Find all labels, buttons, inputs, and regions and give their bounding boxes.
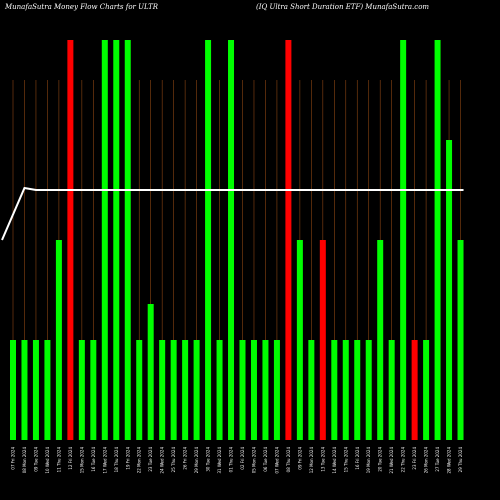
chart-subtitle: (IQ Ultra Short Duration ETF) MunafaSutr…	[256, 3, 429, 11]
x-tick-label: 08 Thu 2024	[286, 447, 291, 473]
bar	[342, 340, 349, 440]
x-tick-label: 14 Wed 2024	[332, 447, 337, 474]
bar	[136, 340, 143, 440]
bar	[250, 340, 257, 440]
bar	[273, 340, 280, 440]
x-tick-label: 15 Thu 2024	[343, 447, 348, 473]
bar	[319, 240, 326, 440]
x-tick-label: 23 Tue 2024	[148, 447, 153, 472]
x-tick-label: 12 Mon 2024	[309, 447, 314, 474]
x-tick-label: 23 Fri 2024	[412, 447, 417, 470]
x-tick-labels: 07 Fri 2024 08 Mon 2024 09 Tue 2024 10 Wed …	[11, 447, 464, 474]
x-tick-label: 29 Thu 2024	[458, 447, 463, 473]
bar-series	[10, 40, 464, 440]
x-tick-label: 25 Thu 2024	[171, 447, 176, 473]
x-tick-label: 12 Fri 2024	[68, 447, 73, 470]
x-tick-label: 27 Tue 2024	[435, 447, 440, 472]
x-tick-label: 10 Wed 2024	[45, 447, 50, 474]
x-tick-label: 07 Wed 2024	[274, 447, 279, 474]
bar	[90, 340, 97, 440]
bar	[216, 340, 223, 440]
bar	[10, 340, 16, 440]
x-tick-label: 22 Thu 2024	[401, 447, 406, 473]
bar	[388, 340, 395, 440]
x-tick-label: 02 Fri 2024	[240, 447, 245, 470]
bar	[44, 340, 51, 440]
bar	[101, 40, 108, 440]
x-tick-label: 05 Mon 2024	[251, 447, 256, 474]
bar	[411, 340, 418, 440]
x-tick-label: 18 Thu 2024	[114, 447, 119, 473]
bar	[159, 340, 166, 440]
bar	[124, 40, 131, 440]
x-tick-label: 09 Fri 2024	[297, 447, 302, 470]
bar	[78, 340, 85, 440]
x-tick-label: 29 Mon 2024	[194, 447, 199, 474]
x-tick-label: 21 Wed 2024	[389, 447, 394, 474]
bar	[285, 40, 292, 440]
x-tick-label: 15 Mon 2024	[79, 447, 84, 474]
bar	[296, 240, 303, 440]
bar	[365, 340, 372, 440]
bar	[67, 40, 74, 440]
x-tick-label: 19 Mon 2024	[366, 447, 371, 474]
x-tick-label: 13 Tue 2024	[320, 447, 325, 472]
x-tick-label: 22 Mon 2024	[137, 447, 142, 474]
x-tick-label: 19 Fri 2024	[125, 447, 130, 470]
bar	[147, 304, 154, 440]
bar	[32, 340, 39, 440]
bar	[400, 40, 407, 440]
bar	[113, 40, 120, 440]
bar	[193, 340, 200, 440]
bar	[423, 340, 430, 440]
bar	[21, 340, 28, 440]
x-tick-label: 07 Fri 2024	[11, 447, 16, 470]
bar	[446, 140, 453, 440]
x-tick-label: 11 Thu 2024	[56, 447, 61, 473]
x-tick-label: 30 Tue 2024	[206, 447, 211, 472]
x-tick-label: 09 Tue 2024	[33, 447, 38, 472]
bar	[239, 340, 246, 440]
bar	[170, 340, 177, 440]
bar	[434, 40, 441, 440]
money-flow-line	[1, 186, 464, 241]
bar	[377, 240, 384, 440]
x-tick-label: 26 Fri 2024	[183, 447, 188, 470]
bar	[55, 240, 62, 440]
x-tick-label: 17 Wed 2024	[102, 447, 107, 474]
x-tick-label: 08 Mon 2024	[22, 447, 27, 474]
x-tick-label: 28 Wed 2024	[447, 447, 452, 474]
bar	[308, 340, 315, 440]
bar	[182, 340, 189, 440]
x-tick-label: 01 Thu 2024	[229, 447, 234, 473]
x-tick-label: 16 Fri 2024	[355, 447, 360, 470]
x-tick-label: 20 Tue 2024	[378, 447, 383, 472]
bar	[262, 340, 269, 440]
x-tick-label: 06 Tue 2024	[263, 447, 268, 472]
bar	[228, 40, 235, 440]
x-tick-label: 24 Wed 2024	[160, 447, 165, 474]
bar	[205, 40, 212, 440]
bar	[354, 340, 361, 440]
bar	[331, 340, 338, 440]
bar	[457, 240, 464, 440]
chart-title: MunafaSutra Money Flow Charts for ULTR	[4, 3, 159, 11]
x-tick-label: 31 Wed 2024	[217, 447, 222, 474]
x-tick-label: 26 Mon 2024	[424, 447, 429, 474]
x-tick-label: 16 Tue 2024	[91, 447, 96, 472]
